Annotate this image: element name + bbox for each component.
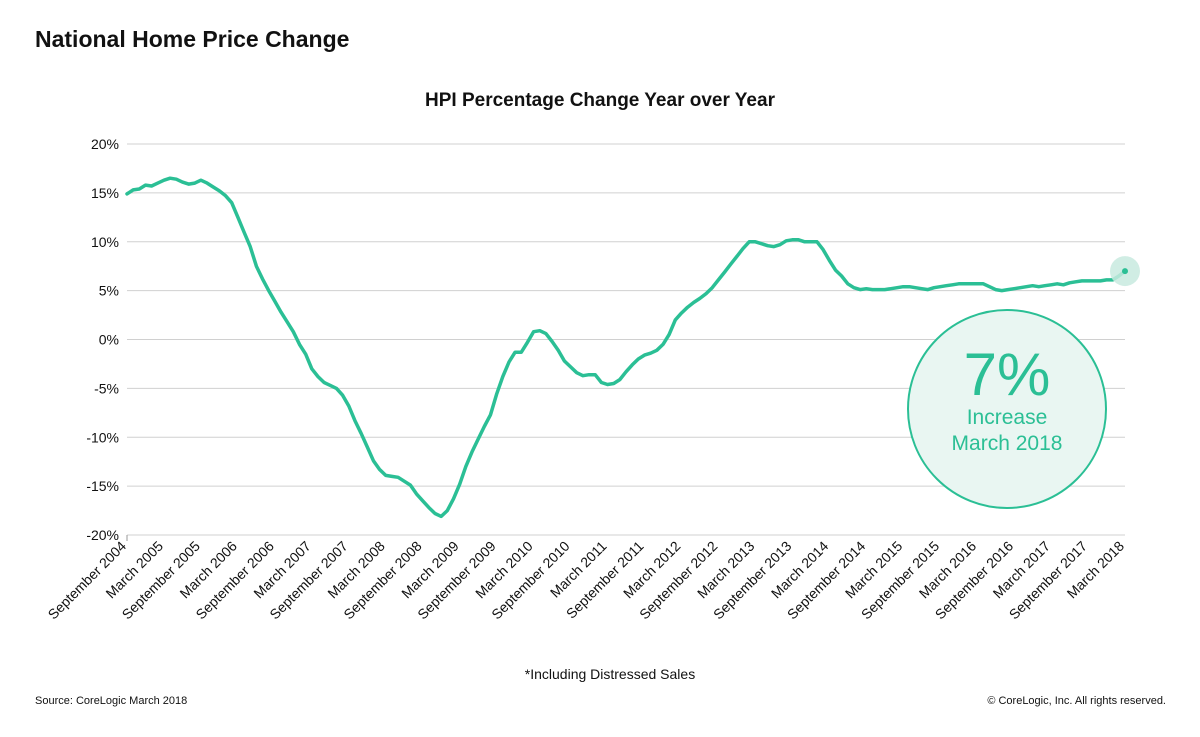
- y-tick-label: -15%: [86, 478, 119, 494]
- source-note: Source: CoreLogic March 2018: [35, 695, 188, 707]
- y-tick-label: -10%: [86, 429, 119, 445]
- callout-line-1: Increase: [966, 406, 1048, 429]
- y-axis-labels: 20% 15% 10% 5% 0% -5% -10% -15% -20%: [86, 136, 119, 543]
- footnote: *Including Distressed Sales: [524, 666, 696, 682]
- callout-value: 7%: [963, 341, 1051, 408]
- y-tick-label: 10%: [91, 234, 119, 250]
- highlight-point: [1122, 268, 1128, 275]
- copyright-note: © CoreLogic, Inc. All rights reserved.: [987, 695, 1166, 707]
- y-tick-label: 0%: [99, 332, 119, 348]
- chart-title: HPI Percentage Change Year over Year: [425, 90, 775, 111]
- y-tick-label: -20%: [86, 527, 119, 543]
- callout-line-2: March 2018: [951, 432, 1063, 455]
- page-title: National Home Price Change: [35, 26, 350, 52]
- y-tick-label: 15%: [91, 185, 119, 201]
- y-tick-label: 5%: [99, 283, 119, 299]
- y-tick-label: -5%: [94, 380, 119, 396]
- series-line-layer: [125, 176, 1140, 519]
- highlight-callout: 7% Increase March 2018: [907, 309, 1107, 509]
- hpi-series-line: [125, 176, 1127, 519]
- y-tick-label: 20%: [91, 136, 119, 152]
